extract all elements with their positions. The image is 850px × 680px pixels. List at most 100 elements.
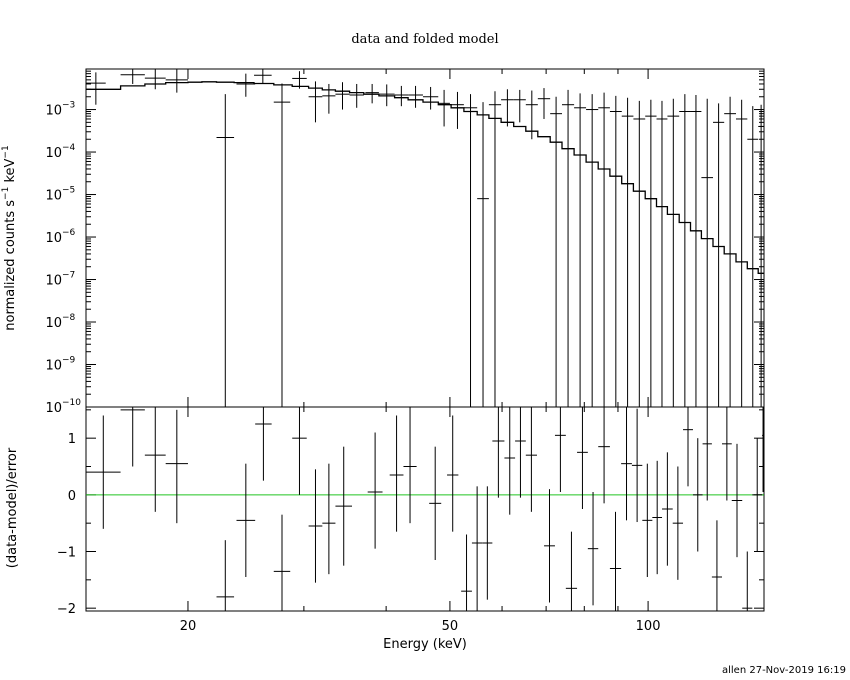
data-point	[724, 96, 736, 407]
residual-point	[403, 407, 417, 524]
y-tick-exponent: −10	[62, 398, 81, 408]
data-point	[365, 83, 379, 104]
data-point	[501, 89, 514, 127]
residual-point	[631, 408, 643, 523]
data-point	[477, 102, 489, 407]
residual-point	[447, 415, 459, 532]
residual-point	[255, 407, 272, 481]
y-tick-label: 10	[45, 231, 62, 246]
residual-point	[544, 489, 555, 603]
residual-point	[292, 407, 307, 495]
data-point	[254, 69, 272, 84]
y-tick-exponent: −8	[62, 313, 76, 323]
y-tick-label: 0	[68, 489, 76, 504]
y-tick-label: 10	[45, 274, 62, 289]
residual-point	[471, 486, 483, 611]
data-point	[394, 85, 409, 107]
data-point	[422, 86, 439, 110]
y-tick-label: 10	[45, 401, 62, 416]
residual-point	[389, 415, 404, 532]
residual-point	[711, 520, 722, 611]
x-tick-label: 100	[636, 619, 661, 634]
x-axis-label: Energy (keV)	[383, 637, 467, 652]
residual-point	[662, 452, 673, 566]
residual-point	[165, 409, 188, 524]
residual-point	[621, 407, 632, 521]
y-tick-label: 10	[45, 359, 62, 374]
data-point	[550, 96, 563, 407]
data-point	[679, 94, 691, 407]
y-tick-label: 10	[45, 104, 62, 119]
data-point	[408, 85, 423, 108]
residual-point	[642, 463, 653, 577]
residual-point	[216, 540, 235, 611]
data-point	[378, 84, 395, 107]
data-point	[451, 91, 464, 129]
data-point	[216, 94, 235, 407]
data-point	[621, 97, 634, 407]
data-point	[236, 73, 256, 97]
residual-point	[335, 446, 353, 566]
data-point	[120, 69, 145, 84]
data-point	[562, 89, 575, 407]
y-tick-exponent: −7	[62, 271, 75, 281]
y-tick-label: −2	[57, 602, 76, 617]
data-point	[656, 100, 668, 407]
residual-point	[692, 438, 703, 552]
residual-point	[120, 407, 145, 467]
y-tick-exponent: −9	[62, 356, 76, 366]
residual-point	[598, 407, 610, 504]
y-tick-exponent: −4	[62, 143, 76, 153]
residual-point	[86, 415, 121, 529]
residual-point	[609, 511, 622, 611]
residual-point	[236, 463, 256, 577]
data-point	[86, 72, 106, 105]
bottom-frame	[85, 406, 765, 612]
data-point	[609, 95, 622, 407]
residual-point	[482, 486, 493, 600]
residual-point	[273, 514, 291, 611]
data-point	[463, 94, 478, 407]
x-tick-label: 50	[442, 619, 459, 634]
data-point	[667, 98, 680, 407]
residual-point	[702, 407, 712, 501]
chart-title: data and folded model	[351, 32, 498, 47]
data-point	[308, 81, 323, 123]
data-point	[165, 69, 188, 93]
y-tick-label: 10	[45, 146, 62, 161]
residual-point	[721, 407, 732, 501]
data-point	[645, 99, 657, 407]
residual-point	[504, 407, 516, 515]
data-point	[513, 89, 526, 123]
y-tick-label: −1	[57, 546, 76, 561]
data-point	[525, 90, 538, 140]
residual-point	[683, 407, 693, 487]
data-point	[690, 94, 702, 407]
data-point	[713, 103, 725, 407]
model-step-line	[86, 81, 764, 274]
y-tick-label: 10	[45, 316, 62, 331]
residual-point	[742, 551, 753, 611]
residual-point	[429, 446, 442, 560]
data-point	[537, 88, 551, 119]
bottom-panel: 20 50 100 1 0 −1 −2	[57, 406, 765, 634]
data-point	[633, 100, 646, 407]
residual-point	[587, 492, 599, 606]
footer-stamp: allen 27-Nov-2019 16:19	[722, 665, 846, 676]
residual-point	[461, 534, 472, 611]
residual-point	[731, 443, 743, 558]
data-point	[335, 82, 350, 110]
residual-point	[367, 432, 383, 549]
data-point	[438, 89, 450, 127]
x-tick-label: 20	[180, 619, 197, 634]
residual-point	[322, 463, 336, 575]
residual-point	[672, 466, 684, 580]
residual-point	[577, 407, 588, 509]
data-point	[747, 106, 759, 407]
residual-y-axis-label: (data-model)/error	[5, 447, 20, 568]
y-tick-label: 1	[68, 432, 76, 447]
top-y-axis-label: normalized counts s−1 keV−1	[1, 145, 18, 330]
y-tick-label: 10	[45, 189, 62, 204]
data-point	[598, 92, 610, 407]
